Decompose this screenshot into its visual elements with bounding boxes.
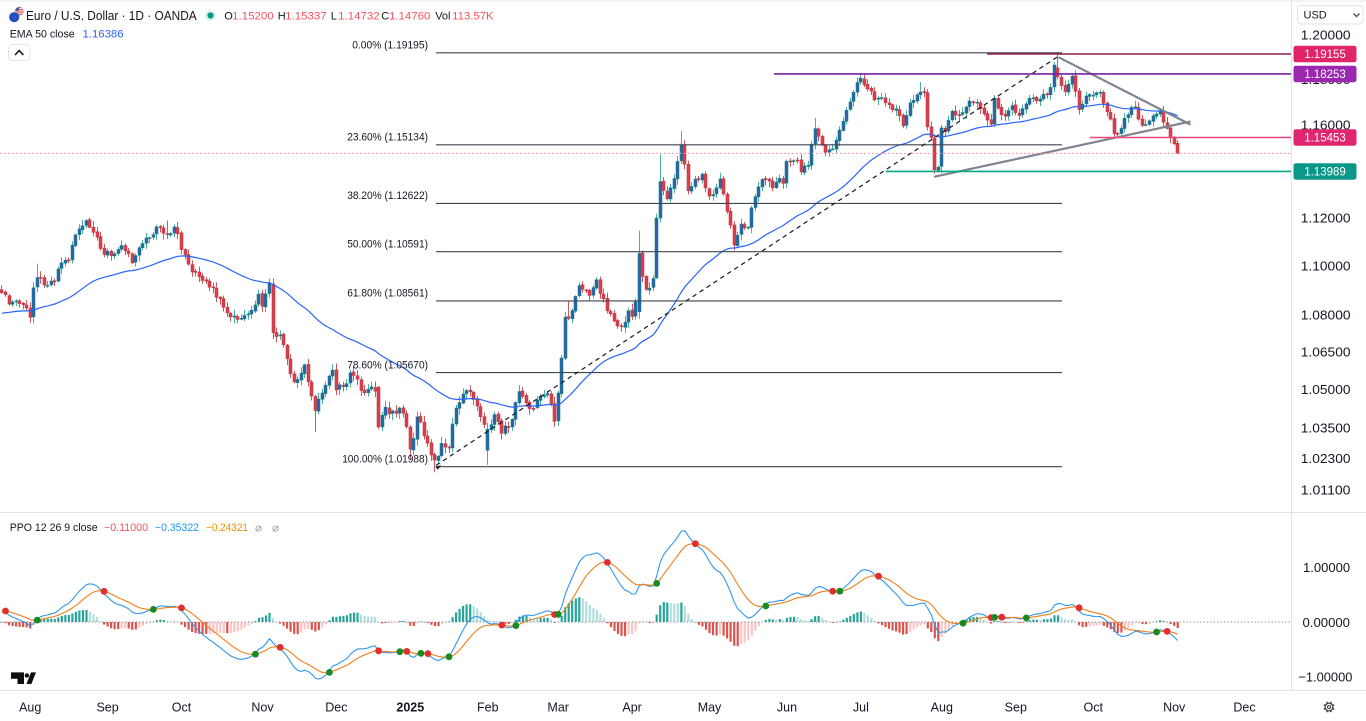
svg-text:50.00% (1.10591): 50.00% (1.10591) <box>347 239 428 251</box>
svg-text:Euro / U.S. Dollar · 1D · OAND: Euro / U.S. Dollar · 1D · OANDA <box>26 9 197 23</box>
svg-text:1.03500: 1.03500 <box>1301 420 1351 435</box>
svg-text:⌀: ⌀ <box>272 523 279 535</box>
svg-text:0.00% (1.19195): 0.00% (1.19195) <box>352 40 428 52</box>
svg-text:−1.00000: −1.00000 <box>1298 669 1352 684</box>
svg-text:78.60% (1.05670): 78.60% (1.05670) <box>347 359 428 371</box>
svg-text:Jun: Jun <box>777 701 797 715</box>
svg-text:Nov: Nov <box>1163 701 1186 715</box>
svg-text:Nov: Nov <box>251 701 274 715</box>
svg-text:Aug: Aug <box>19 701 41 715</box>
svg-text:23.60% (1.15134): 23.60% (1.15134) <box>347 132 428 144</box>
svg-text:USD: USD <box>1304 10 1327 22</box>
svg-text:H: H <box>278 11 286 23</box>
svg-text:1.19155: 1.19155 <box>1304 49 1346 61</box>
svg-text:1.14732: 1.14732 <box>338 11 379 23</box>
svg-text:1.08000: 1.08000 <box>1301 307 1351 322</box>
svg-text:1.14760: 1.14760 <box>389 11 430 23</box>
svg-text:EMA 50 close: EMA 50 close <box>10 29 75 41</box>
svg-text:1.13989: 1.13989 <box>1304 167 1346 179</box>
svg-text:−0.11000: −0.11000 <box>104 522 148 534</box>
svg-text:1.10000: 1.10000 <box>1301 259 1351 274</box>
svg-text:1.05000: 1.05000 <box>1301 382 1351 397</box>
svg-text:Oct: Oct <box>1083 701 1103 715</box>
svg-text:Sep: Sep <box>96 701 118 715</box>
svg-text:May: May <box>698 701 722 715</box>
svg-text:C: C <box>381 11 389 23</box>
svg-text:100.00% (1.01988): 100.00% (1.01988) <box>342 454 428 466</box>
svg-text:Aug: Aug <box>931 701 953 715</box>
svg-text:Sep: Sep <box>1005 701 1027 715</box>
svg-text:⌀: ⌀ <box>255 523 262 535</box>
svg-text:1.00000: 1.00000 <box>1303 560 1350 575</box>
svg-text:113.57K: 113.57K <box>452 11 494 23</box>
svg-text:Feb: Feb <box>477 701 499 715</box>
svg-text:L: L <box>331 11 337 23</box>
svg-text:Apr: Apr <box>622 701 641 715</box>
svg-text:2025: 2025 <box>396 701 424 715</box>
svg-text:1.15200: 1.15200 <box>232 11 273 23</box>
svg-text:1.16386: 1.16386 <box>83 29 124 41</box>
svg-text:1.06500: 1.06500 <box>1301 344 1351 359</box>
svg-text:Dec: Dec <box>1233 701 1255 715</box>
svg-text:PPO 12 26 9 close: PPO 12 26 9 close <box>10 522 98 534</box>
svg-text:O: O <box>224 11 233 23</box>
svg-text:Jul: Jul <box>853 701 869 715</box>
svg-text:−0.35322: −0.35322 <box>155 522 199 534</box>
svg-text:−0.24321: −0.24321 <box>206 522 248 534</box>
svg-text:1.12000: 1.12000 <box>1301 211 1351 226</box>
svg-text:Oct: Oct <box>172 701 192 715</box>
svg-text:Dec: Dec <box>325 701 347 715</box>
svg-text:1.16000: 1.16000 <box>1301 118 1351 133</box>
svg-text:1.02300: 1.02300 <box>1301 451 1351 466</box>
svg-text:61.80% (1.08561): 61.80% (1.08561) <box>347 288 428 300</box>
svg-text:1.15453: 1.15453 <box>1304 133 1346 145</box>
svg-text:Mar: Mar <box>547 701 569 715</box>
svg-text:1.18253: 1.18253 <box>1304 69 1346 81</box>
svg-text:1.01100: 1.01100 <box>1301 483 1351 498</box>
svg-text:1.20000: 1.20000 <box>1301 28 1351 43</box>
svg-text:Vol: Vol <box>435 11 450 23</box>
svg-text:1.15337: 1.15337 <box>285 11 326 23</box>
svg-text:0.00000: 0.00000 <box>1303 615 1351 630</box>
svg-text:38.20% (1.12622): 38.20% (1.12622) <box>347 190 428 202</box>
